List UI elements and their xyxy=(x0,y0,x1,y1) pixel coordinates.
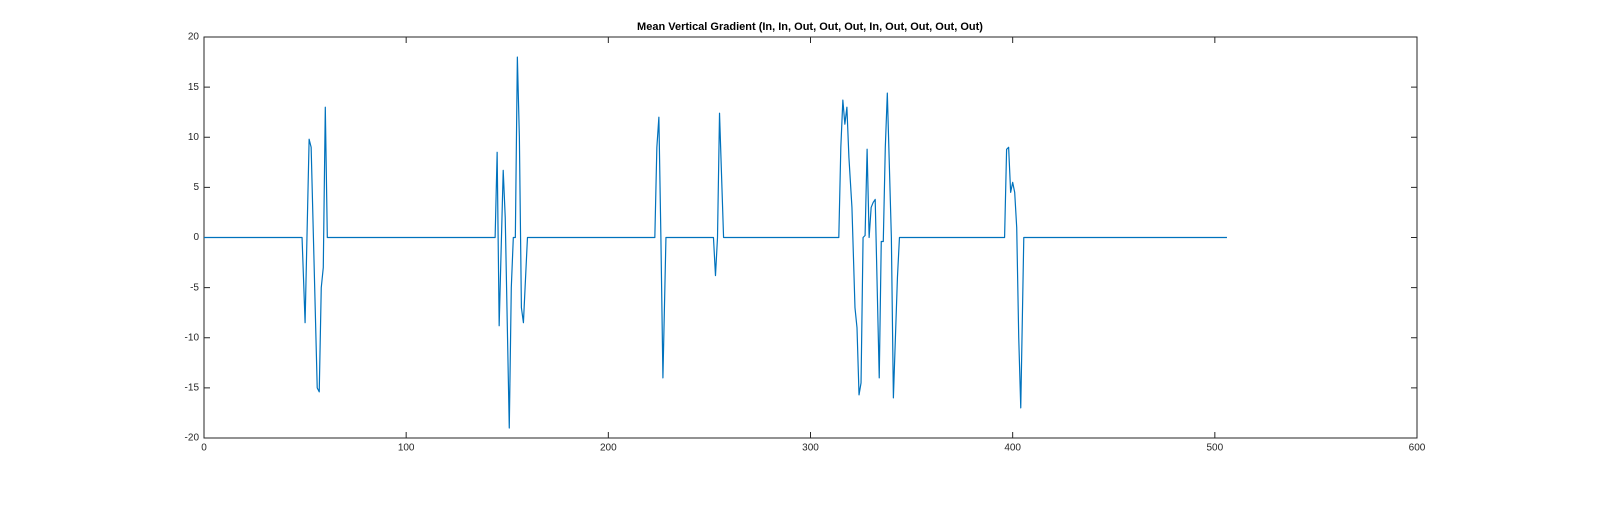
x-tick-label: 300 xyxy=(802,443,819,454)
x-tick-label: 500 xyxy=(1206,443,1223,454)
y-tick-label: 10 xyxy=(188,132,200,143)
x-tick-label: 0 xyxy=(201,443,207,454)
y-tick-label: -5 xyxy=(190,282,199,293)
x-tick-label: 400 xyxy=(1004,443,1021,454)
y-tick-label: 15 xyxy=(188,82,200,93)
y-tick-label: -15 xyxy=(185,383,200,394)
y-tick-label: -20 xyxy=(185,433,200,444)
x-tick-label: 200 xyxy=(600,443,617,454)
data-line xyxy=(204,56,1227,429)
chart-title: Mean Vertical Gradient (In, In, Out, Out… xyxy=(637,21,983,33)
y-tick-label: 5 xyxy=(193,182,199,193)
x-tick-label: 100 xyxy=(398,443,415,454)
y-tick-label: -10 xyxy=(185,332,200,343)
y-tick-label: 0 xyxy=(193,232,199,243)
x-tick-label: 600 xyxy=(1409,443,1426,454)
y-tick-label: 20 xyxy=(188,32,200,43)
